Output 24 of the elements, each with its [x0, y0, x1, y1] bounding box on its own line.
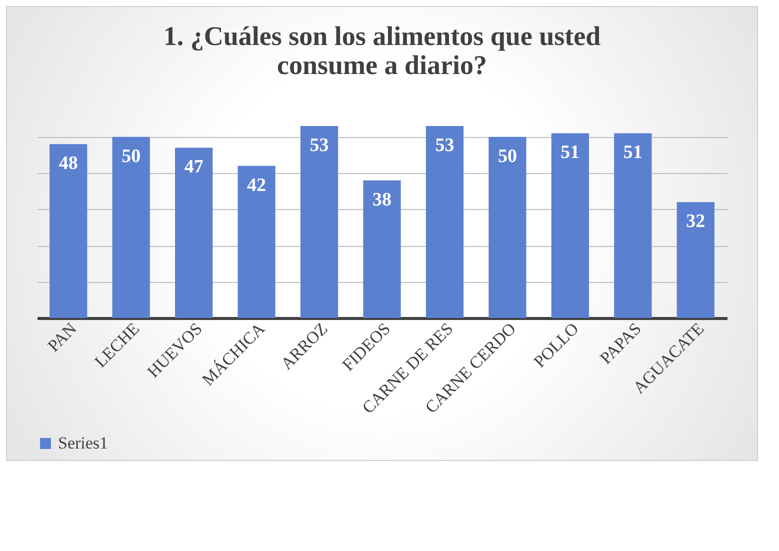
data-label: 38: [372, 189, 392, 210]
data-label: 42: [247, 174, 266, 196]
bar: [676, 202, 714, 318]
chart-title: 1. ¿Cuáles son los alimentos que usted consume a diario?: [163, 21, 601, 80]
data-label: 50: [498, 146, 517, 167]
bar: [614, 133, 652, 318]
data-label: 47: [184, 156, 204, 178]
bar: [238, 166, 276, 318]
bar: [488, 136, 526, 318]
bar: [50, 144, 88, 318]
data-label: 53: [435, 135, 454, 156]
data-label: 51: [560, 142, 580, 164]
bar: [363, 180, 401, 318]
bar: [551, 133, 589, 318]
bar: [112, 136, 150, 318]
data-label: 32: [686, 211, 706, 232]
data-label: 51: [623, 142, 642, 164]
data-label: 50: [122, 146, 141, 167]
data-label: 48: [58, 153, 78, 174]
bar: [300, 126, 338, 318]
bar: [426, 126, 464, 318]
legend-label: Series1: [58, 434, 108, 452]
data-label: 53: [310, 135, 329, 156]
bar: [175, 148, 213, 318]
